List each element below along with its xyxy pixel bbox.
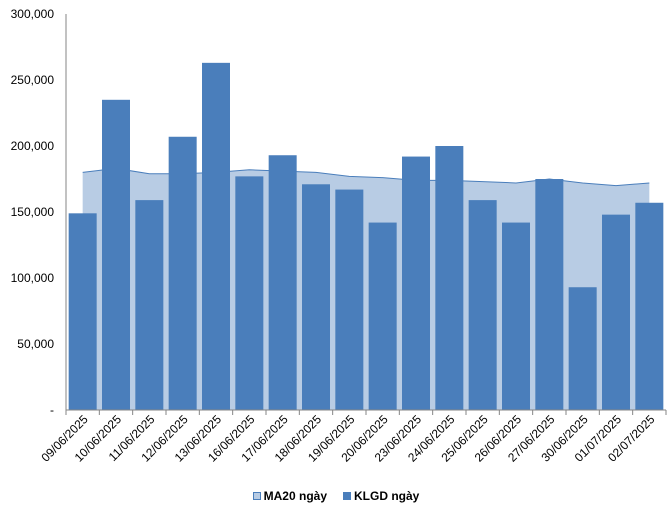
legend: MA20 ngày KLGD ngày	[0, 487, 672, 505]
legend-label-ma20: MA20 ngày	[263, 489, 327, 503]
legend-item-klgd: KLGD ngày	[343, 489, 419, 503]
bar-klgd-3	[168, 136, 197, 410]
y-tick-label-0: -	[50, 403, 54, 417]
y-tick-label-4: 200,000	[11, 139, 55, 153]
bar-klgd-15	[568, 287, 597, 410]
bar-klgd-6	[268, 155, 297, 410]
bar-klgd-10	[402, 156, 430, 410]
bar-klgd-12	[468, 200, 497, 410]
bar-klgd-2	[135, 200, 164, 410]
legend-label-klgd: KLGD ngày	[354, 489, 420, 503]
bar-klgd-8	[335, 189, 364, 410]
bar-klgd-5	[235, 176, 264, 410]
bar-klgd-16	[602, 214, 630, 410]
bar-klgd-13	[502, 222, 530, 410]
bar-klgd-14	[535, 179, 564, 410]
y-tick-label-1: 50,000	[17, 337, 54, 351]
y-tick-label-6: 300,000	[11, 7, 55, 21]
bar-klgd-0	[68, 213, 97, 410]
bar-klgd-11	[435, 146, 464, 410]
legend-swatch-ma20	[252, 492, 261, 500]
bar-klgd-7	[302, 184, 330, 410]
y-tick-label-2: 100,000	[11, 271, 55, 285]
bar-klgd-17	[635, 202, 664, 410]
y-tick-label-3: 150,000	[11, 205, 55, 219]
legend-item-ma20: MA20 ngày	[252, 489, 327, 503]
bar-klgd-4	[202, 62, 230, 411]
bar-klgd-1	[102, 99, 130, 411]
y-tick-label-5: 250,000	[11, 73, 55, 87]
bar-klgd-9	[368, 222, 397, 410]
legend-swatch-klgd	[343, 492, 351, 500]
series-ma20-area	[82, 168, 650, 410]
chart: - 50,000 100,000 150,000 200,000 250,000 300,0…	[11, 7, 667, 465]
